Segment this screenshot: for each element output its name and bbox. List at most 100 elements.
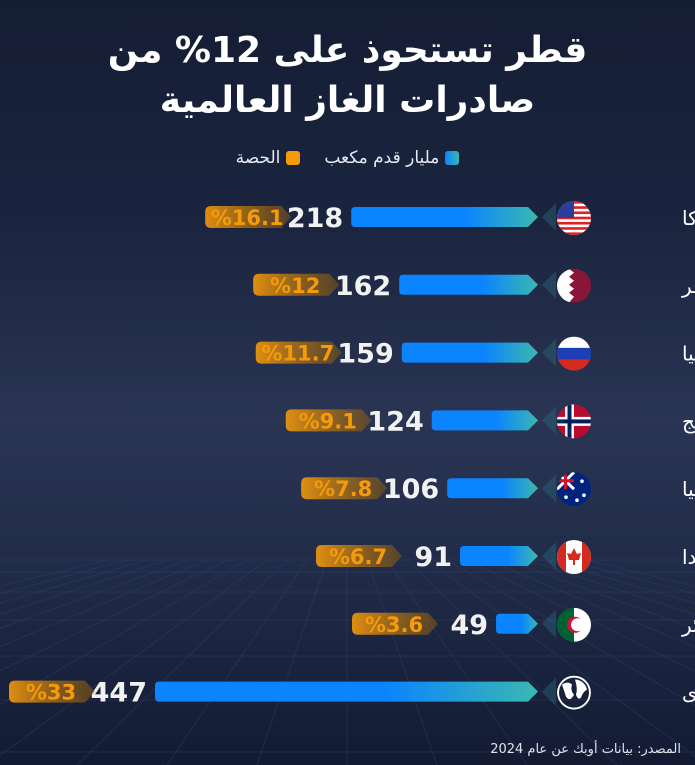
- bar-pointer: [542, 406, 556, 435]
- bar-pointer: [542, 542, 556, 570]
- flag-part: [557, 359, 591, 371]
- country-label: روسيا: [682, 342, 695, 366]
- bar-row: 162 %12 قطر: [253, 268, 695, 303]
- flag-part: [557, 472, 574, 490]
- bar-value: 91: [414, 542, 452, 573]
- legend-swatch-share: [286, 151, 301, 165]
- legend-label-volume: مليار قدم مكعب: [324, 148, 440, 168]
- title-line-1: قطر تستحوذ على 12% من: [107, 30, 588, 71]
- flag-part: [557, 232, 591, 235]
- australia-flag-icon: [557, 472, 591, 507]
- grid-line: [486, 559, 695, 648]
- bar: [447, 478, 538, 499]
- bar: [155, 681, 538, 702]
- share-badge: [9, 680, 95, 703]
- flag-star: [582, 493, 586, 498]
- legend-label-share: الحصة: [235, 148, 281, 168]
- canada-flag-icon: [557, 540, 591, 574]
- grid-line: [0, 559, 188, 629]
- flag-part: [582, 540, 591, 574]
- bar-value: 106: [383, 474, 439, 505]
- grid-line: [76, 559, 288, 765]
- share-value: %11.7: [261, 342, 334, 366]
- bar: [431, 410, 538, 431]
- bar-pointer: [542, 677, 556, 706]
- flag-part: [557, 268, 574, 303]
- grid-line: [0, 559, 268, 757]
- us-flag-icon: [557, 201, 591, 235]
- legend: مليار قدم مكعب الحصة: [0, 148, 695, 168]
- bar-value: 162: [335, 271, 391, 302]
- norway-flag-icon: [557, 404, 591, 439]
- bar: [399, 274, 538, 295]
- country-label: أخرى: [682, 680, 695, 705]
- country-label: كندا: [682, 545, 695, 569]
- share-value: %12: [270, 274, 320, 298]
- grid-line: [256, 559, 328, 765]
- globe-icon: [557, 675, 591, 710]
- flag-part: [557, 336, 591, 348]
- grid-line: [386, 559, 528, 765]
- legend-item-share: الحصة: [236, 148, 301, 168]
- flag-part: [557, 607, 574, 642]
- country-label: قطر: [681, 274, 695, 298]
- share-badge: [352, 612, 439, 635]
- qatar-flag-icon: [557, 268, 591, 303]
- bar-pointer: [542, 609, 556, 638]
- bar-row: 106 %7.8 أستراليا: [301, 472, 695, 507]
- bar-value: 159: [337, 339, 393, 370]
- title-line-2: صادرات الغاز العالمية: [159, 80, 536, 121]
- country-label: النرويج: [682, 409, 695, 433]
- share-badge: [316, 545, 403, 567]
- bar-value: 447: [91, 678, 147, 709]
- grid-line: [446, 559, 695, 706]
- bar-row: 91 %6.7 كندا: [316, 540, 695, 574]
- bar-pointer: [542, 270, 556, 299]
- flag-part: [562, 679, 587, 700]
- share-badge: [205, 206, 292, 228]
- flag-part: [567, 548, 581, 565]
- flag-part: [557, 540, 566, 574]
- algeria-flag-icon: [557, 607, 591, 642]
- source-note: المصدر: بيانات أوبك عن عام 2024: [490, 742, 681, 757]
- flag-part: [557, 227, 591, 230]
- grid-line: [506, 559, 695, 630]
- bar-pointer: [542, 203, 556, 231]
- bar: [460, 546, 538, 566]
- grid-line: [366, 559, 438, 765]
- flag-part: [557, 419, 591, 424]
- share-badge: [285, 409, 372, 432]
- bar-value: 218: [287, 203, 343, 234]
- bar-row: 159%11.7 روسيا: [255, 336, 695, 371]
- country-label: أميركا: [682, 205, 695, 230]
- bar-row: 218%16.1 أميركا: [205, 201, 695, 235]
- bar: [401, 342, 538, 363]
- grid-line: [0, 559, 148, 604]
- bar: [351, 207, 538, 227]
- share-value: %33: [26, 681, 76, 705]
- legend-item-volume: مليار قدم مكعب: [324, 148, 460, 168]
- flag-part: [557, 675, 591, 710]
- russia-flag-icon: [557, 336, 591, 371]
- grid-line: [0, 559, 248, 706]
- grid-line: [406, 559, 618, 765]
- flag-star: [575, 498, 579, 503]
- bar-row: 49 %3.6 الجزائر: [352, 607, 695, 642]
- share-value: %16.1: [211, 206, 284, 230]
- flag-part: [557, 221, 591, 225]
- grid-line: [466, 559, 695, 672]
- grid-line: [426, 559, 695, 757]
- bar-pointer: [542, 338, 556, 367]
- share-badge: [255, 341, 342, 364]
- share-badge: [301, 477, 388, 500]
- share-value: %3.6: [365, 613, 423, 637]
- grid-line: [0, 559, 208, 648]
- bar-row: 124 %9.1 النرويج: [285, 404, 695, 439]
- grid-line: [546, 559, 695, 604]
- share-value: %7.8: [314, 477, 372, 501]
- flag-star: [564, 495, 568, 500]
- share-badge: [253, 273, 340, 296]
- flag-part: [557, 201, 574, 218]
- flag-part: [557, 347, 591, 360]
